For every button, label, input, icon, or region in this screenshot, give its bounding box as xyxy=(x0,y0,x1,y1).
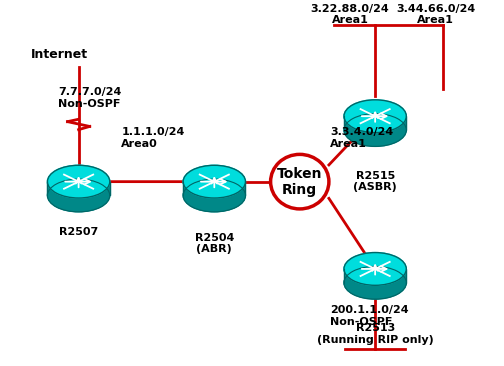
Ellipse shape xyxy=(183,165,245,198)
Ellipse shape xyxy=(47,179,110,212)
Text: 3.22.88.0/24
Area1: 3.22.88.0/24 Area1 xyxy=(310,4,390,25)
Text: 7.7.7.0/24
Non-OSPF: 7.7.7.0/24 Non-OSPF xyxy=(58,87,122,109)
Ellipse shape xyxy=(47,165,110,198)
Polygon shape xyxy=(344,116,406,130)
Polygon shape xyxy=(183,182,245,195)
Text: Internet: Internet xyxy=(31,48,88,61)
Ellipse shape xyxy=(183,179,245,212)
Text: 1.1.1.0/24
Area0: 1.1.1.0/24 Area0 xyxy=(121,127,184,149)
Ellipse shape xyxy=(344,266,406,299)
Text: R2507: R2507 xyxy=(59,227,98,237)
Text: R2515
(ASBR): R2515 (ASBR) xyxy=(353,171,397,193)
Text: R2513
(Running RIP only): R2513 (Running RIP only) xyxy=(317,324,433,345)
Text: 3.3.4.0/24
Area1: 3.3.4.0/24 Area1 xyxy=(330,127,393,149)
Ellipse shape xyxy=(271,154,329,209)
Ellipse shape xyxy=(344,113,406,146)
Ellipse shape xyxy=(344,253,406,285)
Text: Token
Ring: Token Ring xyxy=(277,167,323,197)
Text: 3.44.66.0/24
Area1: 3.44.66.0/24 Area1 xyxy=(396,4,475,25)
Text: 200.1.1.0/24
Non-OSPF: 200.1.1.0/24 Non-OSPF xyxy=(330,305,409,327)
Ellipse shape xyxy=(344,100,406,132)
Polygon shape xyxy=(47,182,110,195)
Polygon shape xyxy=(344,269,406,283)
Text: R2504
(ABR): R2504 (ABR) xyxy=(195,232,234,254)
